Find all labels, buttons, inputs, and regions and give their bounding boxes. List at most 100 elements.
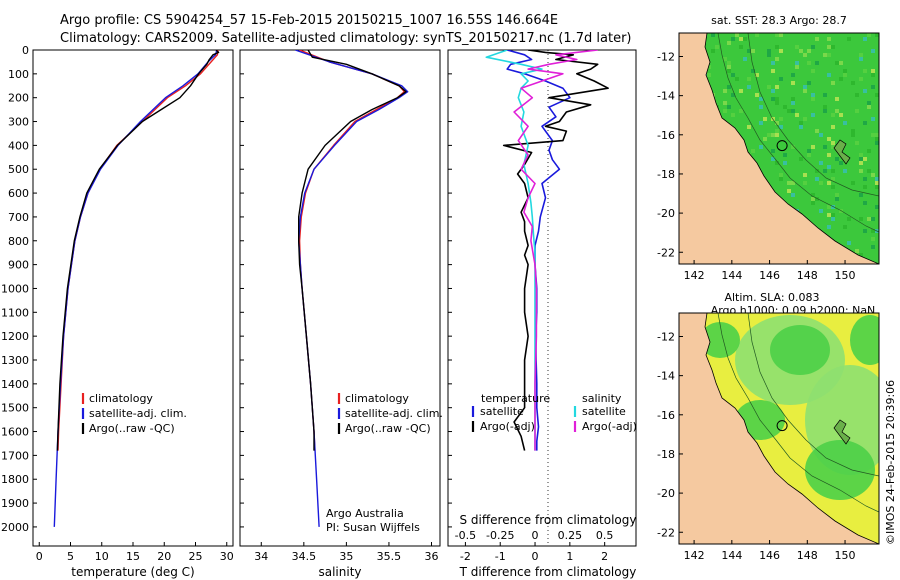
sst-pixel [759,145,763,149]
sst-pixel [743,57,747,61]
sst-pixel [783,161,787,165]
sla-argo-marker [776,420,788,432]
sst-pixel [871,237,875,241]
sst-pixel [871,173,875,177]
sst-pixel [827,165,831,169]
sst-pixel [859,57,863,61]
depth-tick-label: 1400 [1,378,29,391]
sst-pixel [803,117,807,121]
sst-pixel [867,149,871,153]
sst-pixel [811,193,815,197]
difference-axes [447,49,637,547]
sst-pixel [815,169,819,173]
temperature-tick-label: 25 [189,550,203,563]
sst-pixel [747,77,751,81]
sst-pixel [827,37,831,41]
salinity-tick-label: 35.5 [377,550,402,563]
temperature-panel: 0100200300400500600700800900100011001200… [1,44,234,579]
sla-map-title-1: Altim. SLA: 0.083 [724,291,819,304]
sla-isobath-1 [717,313,879,513]
sst-pixel [863,121,867,125]
sst-pixel [871,229,875,233]
sst-pixel [875,185,879,189]
sst-pixel [755,93,759,97]
legend-label: climatology [345,392,409,405]
sst-pixel [867,101,871,105]
sst-pixel [843,73,847,77]
sst-pixel [823,53,827,57]
sst-pixel [779,177,783,181]
sst-pixel [835,109,839,113]
sst-pixel [771,69,775,73]
sst-pixel [811,97,815,101]
temperature-tick-label: 20 [157,550,171,563]
legend-label: climatology [89,392,153,405]
sst-pixel [731,37,735,41]
sst-pixel [811,201,815,205]
sst-pixel [823,145,827,149]
sst-pixel [727,85,731,89]
sst-pixel [807,153,811,157]
sst-pixel [795,65,799,69]
sst-pixel [723,101,727,105]
sst-pixel [775,97,779,101]
temperature-tick-label: 15 [126,550,140,563]
depth-axis: 0 100 200 300 400 500 600 700 800 900 1000 1100 1200… [1,44,37,534]
sst-pixel [775,101,779,105]
sst-pixel [835,193,839,197]
sst-pixel [827,45,831,49]
sst-pixel [875,181,879,185]
sst-pixel [803,181,807,185]
sst-pixel [871,85,875,89]
sst-pixel [747,49,751,53]
sst-pixel [863,157,867,161]
sla-blob-6 [700,322,740,358]
depth-tick-label: 1100 [1,306,29,319]
sst-pixel [819,161,823,165]
sst-pixel [783,105,787,109]
sst-pixel [819,133,823,137]
sst-pixel [735,33,739,37]
map-lat-tick-label: -20 [657,487,675,500]
sst-pixel [819,209,823,213]
map-lat-tick-label: -22 [657,526,675,539]
sst-isobath-1 [717,33,879,233]
sst-pixel [791,81,795,85]
sst-pixel [803,89,807,93]
sst-pixel [839,113,843,117]
map-lon-tick-label: 142 [684,549,705,562]
sst-pixel [867,33,871,37]
diff-t-tick-label: 2 [601,550,608,563]
sst-pixel [811,113,815,117]
diff-t-tick-label: 1 [566,550,573,563]
diff-t-tick-label: -1 [495,550,506,563]
sst-pixel [751,149,755,153]
salinity-tick-label: 36 [424,550,438,563]
sst-pixel [851,181,855,185]
sst-pixel [859,161,863,165]
sst-pixel [871,49,875,53]
sst-pixel [799,121,803,125]
sst-pixel [867,105,871,109]
depth-tick-label: 700 [8,211,29,224]
sst-pixel [731,113,735,117]
sst-pixel [859,253,863,257]
map-lat-tick-label: -14 [657,90,675,103]
depth-tick-label: 2000 [1,521,29,534]
salinity-axes [239,49,441,547]
sst-pixel [851,129,855,133]
sst-pixel [819,181,823,185]
sst-pixel [735,77,739,81]
sst-pixel [739,37,743,41]
sst-pixel [855,249,859,253]
sst-pixel [731,93,735,97]
sst-pixel [787,181,791,185]
salinity-tick-label: 35 [339,550,353,563]
salinity-legend: climatology satellite-adj. clim. Argo(..ra… [337,392,443,435]
map-lon-tick-label: 144 [721,549,742,562]
sla-blob-2 [770,325,830,375]
sst-pixel [855,109,859,113]
diff-s-tick-label: -0.5 [455,529,476,542]
sst-pixel [711,49,715,53]
depth-tick-label: 1900 [1,497,29,510]
